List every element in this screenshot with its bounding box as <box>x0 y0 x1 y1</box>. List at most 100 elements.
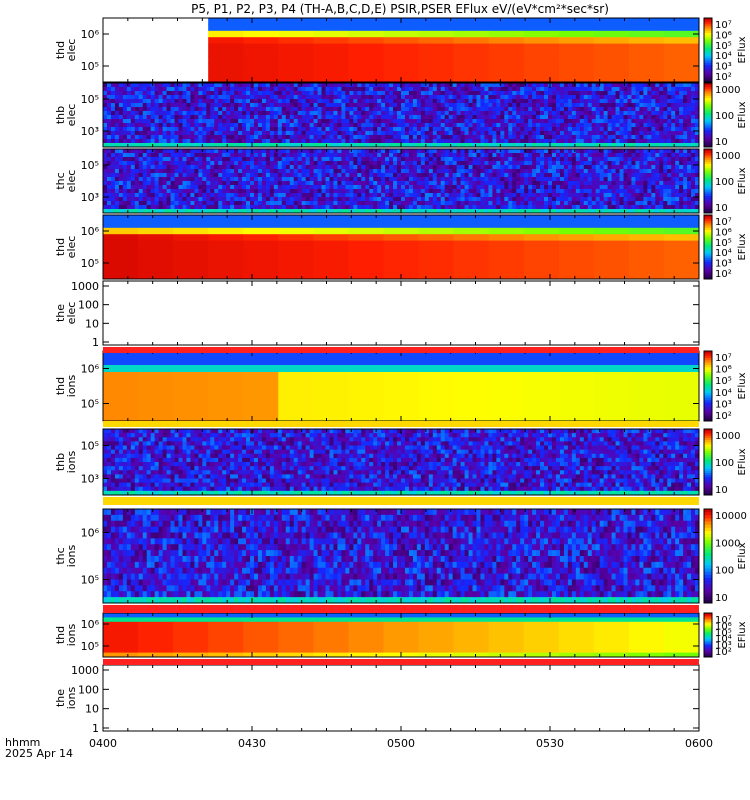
heatmap-cell <box>246 177 251 182</box>
heatmap-cell <box>142 119 148 124</box>
heatmap-cell <box>436 131 442 136</box>
heatmap-cell <box>532 143 537 148</box>
heatmap-cell <box>480 185 485 190</box>
heatmap-cell <box>385 99 390 104</box>
heatmap-cell <box>103 127 108 132</box>
heatmap-cell <box>285 185 291 190</box>
heatmap-cell <box>269 205 275 210</box>
heatmap-cell <box>341 205 346 210</box>
heatmap-cell <box>138 111 144 116</box>
heatmap-cell <box>234 189 239 194</box>
heatmap-cell <box>103 111 108 116</box>
heatmap-cell <box>643 165 648 170</box>
colorbar-segment <box>704 45 712 49</box>
heatmap-cell <box>393 99 398 104</box>
heatmap-cell <box>317 115 322 120</box>
heatmap-cell <box>261 177 267 182</box>
heatmap-cell <box>591 143 597 148</box>
heatmap-cell <box>242 115 247 120</box>
heatmap-cell <box>496 173 501 178</box>
heatmap-cell <box>464 99 469 104</box>
heatmap-cell <box>643 115 648 120</box>
heatmap-cell <box>683 197 688 202</box>
heatmap-cell <box>297 103 303 108</box>
heatmap-cell <box>230 107 235 112</box>
heatmap-cell <box>114 165 120 170</box>
heatmap-cell <box>583 139 589 144</box>
heatmap-cell <box>504 181 509 186</box>
heatmap-cell <box>571 161 577 166</box>
heatmap-cell <box>345 189 350 194</box>
heatmap-cell <box>238 115 243 120</box>
heatmap-cell <box>524 165 529 170</box>
heatmap-cell <box>671 169 676 174</box>
heatmap-cell <box>516 135 521 140</box>
heatmap-cell <box>635 135 640 140</box>
heatmap-cell <box>544 189 549 194</box>
heatmap-cell <box>655 193 660 198</box>
heatmap-cell <box>412 149 418 154</box>
heatmap-cell <box>659 177 664 182</box>
heatmap-cell <box>190 185 195 190</box>
heatmap-cell <box>647 165 652 170</box>
heatmap-cell <box>567 107 573 112</box>
heatmap-cell <box>436 87 442 92</box>
heatmap-cell <box>154 177 160 182</box>
heatmap-cell <box>579 201 585 206</box>
heatmap-cell <box>551 91 557 96</box>
heatmap-cell <box>575 135 581 140</box>
heatmap-cell <box>369 177 374 182</box>
heatmap-cell <box>659 95 664 100</box>
heatmap-cell <box>118 143 124 148</box>
heatmap-cell <box>301 83 307 88</box>
heatmap-cell <box>555 135 561 140</box>
heatmap-cell <box>345 99 350 104</box>
heatmap-cell <box>313 119 318 124</box>
heatmap-cell <box>460 169 465 174</box>
heatmap-cell <box>563 201 569 206</box>
heatmap-cell <box>317 127 322 132</box>
heatmap-cell <box>559 83 565 88</box>
heatmap-cell <box>408 131 414 136</box>
heatmap-cell <box>472 131 477 136</box>
heatmap-cell <box>198 165 203 170</box>
heatmap-cell <box>353 177 358 182</box>
heatmap-cell <box>281 119 287 124</box>
heatmap-cell <box>655 205 660 210</box>
heatmap-cell <box>524 193 529 198</box>
heatmap-cell <box>408 161 414 166</box>
heatmap-cell <box>206 161 211 166</box>
heatmap-cell <box>210 139 215 144</box>
heatmap-cell <box>369 205 374 210</box>
heatmap-cell <box>559 87 565 92</box>
heatmap-cell <box>603 169 609 174</box>
heatmap-cell <box>472 189 477 194</box>
heatmap-cell <box>214 153 219 158</box>
heatmap-cell <box>206 119 211 124</box>
heatmap-cell <box>524 149 529 154</box>
heatmap-cell <box>627 111 632 116</box>
heatmap-cell <box>190 177 195 182</box>
heatmap-cell <box>313 157 318 162</box>
heatmap-cell <box>230 185 235 190</box>
heatmap-cell <box>301 95 307 100</box>
heatmap-cell <box>277 87 283 92</box>
heatmap-cell <box>301 149 307 154</box>
heatmap-cell <box>309 87 314 92</box>
heatmap-cell <box>404 123 410 128</box>
heatmap-cell <box>337 153 342 158</box>
heatmap-cell <box>373 95 378 100</box>
heatmap-cell <box>269 91 275 96</box>
heatmap-cell <box>118 189 124 194</box>
heatmap-cell <box>357 153 362 158</box>
heatmap-cell <box>456 83 461 88</box>
heatmap-cell <box>639 139 644 144</box>
heatmap-cell <box>238 201 243 206</box>
heatmap-cell <box>587 91 593 96</box>
heatmap-cell <box>381 91 386 96</box>
heatmap-cell <box>381 99 386 104</box>
heatmap-cell <box>508 99 513 104</box>
heatmap-cell <box>210 99 215 104</box>
heatmap-cell <box>687 111 692 116</box>
heatmap-cell <box>555 143 561 148</box>
